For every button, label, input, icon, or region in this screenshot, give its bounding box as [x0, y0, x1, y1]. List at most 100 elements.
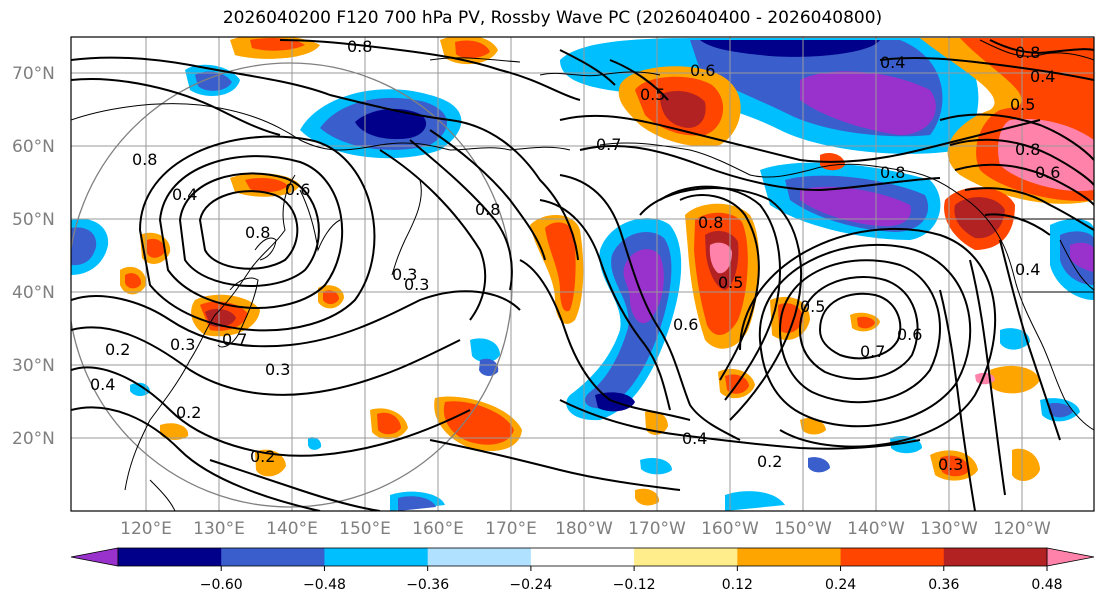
- colorbar-tick-label: −0.12: [613, 577, 656, 593]
- negative-anomaly-region: [640, 458, 672, 475]
- negative-anomaly-region: [623, 249, 664, 324]
- lon-label: 170°W: [628, 519, 686, 539]
- contour-label: 0.3: [170, 335, 195, 354]
- contour-label: 0.4: [880, 53, 905, 72]
- pv-contours: [71, 39, 1094, 511]
- contour-label: 0.8: [1015, 43, 1040, 62]
- colorbar-cell: [840, 548, 945, 566]
- lon-label: 140°W: [847, 519, 905, 539]
- contour-label: 0.2: [757, 452, 782, 471]
- graticule: [71, 37, 1094, 511]
- pv-anomaly-shading: [71, 37, 1094, 511]
- negative-anomaly-region: [195, 71, 232, 91]
- contour-label: 0.5: [800, 297, 825, 316]
- contour-label: 0.4: [1015, 260, 1040, 279]
- contour-label: 0.4: [1030, 67, 1055, 86]
- negative-anomaly-region: [800, 186, 911, 227]
- positive-anomaly-region: [857, 316, 875, 329]
- contour-label: 0.7: [596, 135, 621, 154]
- lon-label: 130°W: [920, 519, 978, 539]
- colorbar-cell: [737, 548, 842, 566]
- contour-label: 0.3: [404, 275, 429, 294]
- negative-anomaly-region: [1070, 242, 1094, 272]
- contour-label: 0.3: [938, 455, 963, 474]
- lon-label: 150°E: [339, 519, 391, 539]
- contour-label: 0.3: [392, 265, 417, 284]
- negative-anomaly-region: [479, 358, 499, 376]
- colorbar-cell: [324, 548, 429, 566]
- colorbar-cell: [634, 548, 738, 566]
- positive-anomaly-region: [455, 40, 490, 59]
- contour-labels: 0.8 0.8 0.4 0.6 0.5 0.7 0.4 0.8 0.6 0.6 …: [90, 37, 1060, 474]
- negative-anomaly-region: [808, 457, 830, 473]
- contour-label: 0.6: [690, 61, 715, 80]
- colorbar-cell: [221, 548, 325, 566]
- negative-anomaly-region: [700, 40, 880, 57]
- colorbar-cell: [530, 548, 635, 566]
- colorbar-tick-label: −0.36: [406, 577, 449, 593]
- lon-label: 150°W: [774, 519, 832, 539]
- positive-anomaly-region: [635, 488, 660, 506]
- lon-label: 160°E: [412, 519, 464, 539]
- positive-anomaly-region: [443, 401, 514, 445]
- lat-label: 30°N: [12, 356, 55, 376]
- contour-label: 0.8: [880, 163, 905, 182]
- contour-label: 0.6: [673, 315, 698, 334]
- contour-label: 0.6: [1035, 163, 1060, 182]
- contour-label: 0.2: [250, 447, 275, 466]
- contour-label: 0.4: [682, 429, 707, 448]
- positive-anomaly-region: [709, 242, 732, 274]
- positive-anomaly-region: [255, 449, 286, 477]
- colorbar-extend-max: [1046, 547, 1095, 567]
- contour-label: 0.8: [698, 213, 723, 232]
- contour-label: 0.8: [347, 37, 372, 56]
- negative-anomaly-region: [308, 437, 322, 450]
- contour-label: 0.7: [860, 342, 885, 361]
- colorbar-tick-label: −0.60: [200, 577, 243, 593]
- negative-anomaly-region: [470, 338, 500, 363]
- negative-anomaly-region: [1048, 402, 1073, 418]
- negative-anomaly-region: [800, 71, 936, 135]
- colorbar-tick-label: −0.48: [303, 577, 346, 593]
- positive-anomaly-region: [545, 222, 576, 312]
- map-area: 0.8 0.8 0.4 0.6 0.5 0.7 0.4 0.8 0.6 0.6 …: [71, 37, 1094, 511]
- colorbar-tick-label: 0.12: [722, 577, 753, 593]
- colorbar-extend-min: [70, 547, 119, 567]
- lat-label: 20°N: [12, 429, 55, 449]
- negative-anomaly-region: [355, 108, 427, 140]
- positive-anomaly-region: [990, 365, 1040, 394]
- lon-label: 180°W: [555, 519, 613, 539]
- contour-label: 0.4: [172, 185, 197, 204]
- contour-label: 0.3: [265, 360, 290, 379]
- colorbar-cell: [427, 548, 532, 566]
- colorbar-cell: [943, 548, 1048, 566]
- contour-label: 0.5: [1010, 95, 1035, 114]
- positive-anomaly-region: [940, 455, 970, 477]
- positive-anomaly-region: [160, 423, 189, 440]
- map-frame: [70, 36, 1095, 512]
- negative-anomaly-region: [71, 227, 97, 266]
- latitude-labels: 70°N 60°N 50°N 40°N 30°N 20°N: [12, 64, 55, 449]
- negative-anomaly-region: [398, 496, 436, 511]
- colorbar-frame: [117, 547, 1048, 567]
- map-title: 2026040200 F120 700 hPa PV, Rossby Wave …: [222, 8, 883, 28]
- coastlines: [71, 39, 1094, 511]
- colorbar-tick-label: 0.48: [1031, 577, 1062, 593]
- lon-label: 130°E: [193, 519, 245, 539]
- colorbar-tick-label: 0.24: [825, 577, 856, 593]
- positive-anomaly-region: [125, 273, 142, 289]
- contour-label: 0.6: [897, 325, 922, 344]
- radius-circle: [71, 62, 513, 508]
- lon-label: 160°W: [701, 519, 759, 539]
- lon-label: 120°E: [120, 519, 172, 539]
- positive-anomaly-region: [1012, 448, 1040, 482]
- colorbar: −0.60 −0.48 −0.36 −0.24 −0.12 0.12 0.24 0.36 0.4…: [70, 547, 1095, 593]
- contour-label: 0.8: [132, 150, 157, 169]
- colorbar-tick-label: 0.36: [928, 577, 959, 593]
- contour-label: 0.4: [90, 375, 115, 394]
- positive-anomaly-region: [954, 197, 1005, 239]
- lat-label: 70°N: [12, 64, 55, 84]
- positive-anomaly-region: [660, 90, 706, 128]
- positive-anomaly-region: [323, 290, 339, 305]
